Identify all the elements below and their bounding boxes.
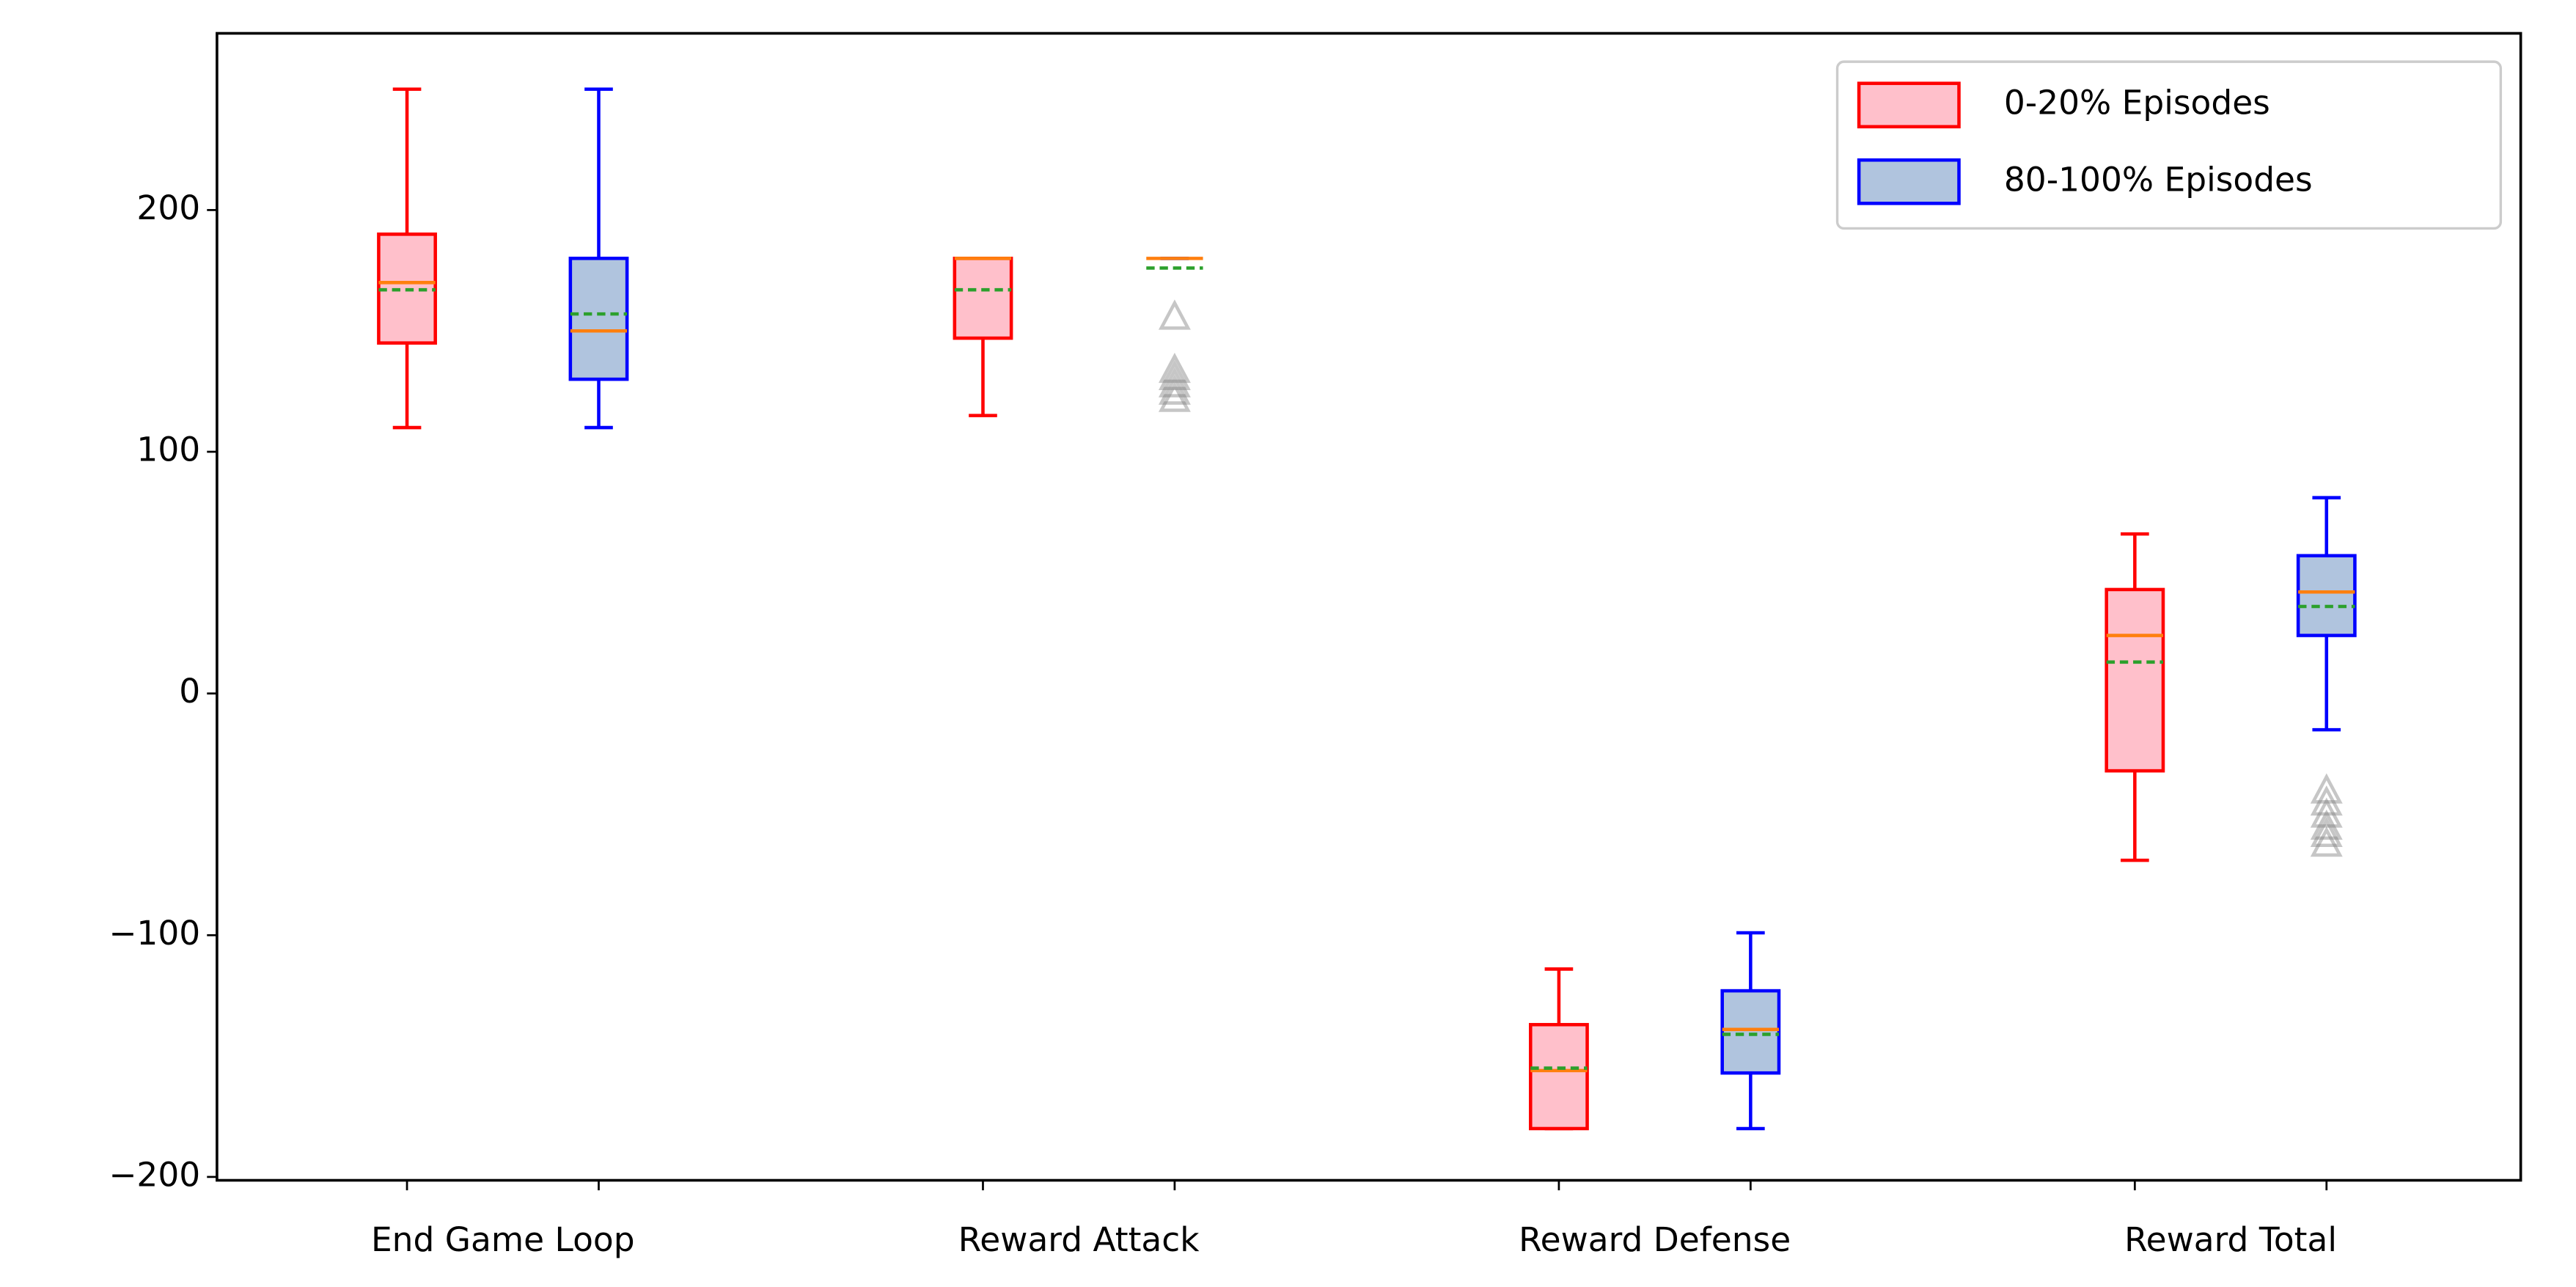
box xyxy=(2105,587,2165,773)
y-tick-label: −100 xyxy=(109,914,200,953)
x-tick-label: End Game Loop xyxy=(371,1220,635,1259)
x-tick-label: Reward Defense xyxy=(1519,1220,1791,1259)
flier xyxy=(1158,352,1191,384)
legend-swatch xyxy=(1857,81,1961,129)
legend-swatch xyxy=(1857,158,1961,205)
y-tick-label: 100 xyxy=(136,430,200,469)
plot-frame xyxy=(216,32,2522,1182)
legend-label: 0-20% Episodes xyxy=(2004,84,2270,122)
x-tick-label: Reward Total xyxy=(2124,1220,2337,1259)
box xyxy=(1720,989,1781,1075)
y-tick-label: 200 xyxy=(136,188,200,227)
flier xyxy=(2310,826,2343,857)
y-tick-label: −200 xyxy=(109,1155,200,1194)
flier xyxy=(2310,809,2343,840)
x-tick-label: Reward Attack xyxy=(958,1220,1200,1259)
box xyxy=(953,257,1013,340)
flier xyxy=(1158,381,1191,412)
legend-box xyxy=(1835,60,2503,230)
box xyxy=(568,257,629,381)
box xyxy=(2296,554,2357,637)
y-tick-label: 0 xyxy=(179,672,200,711)
flier xyxy=(2310,816,2343,848)
flier xyxy=(1158,374,1191,405)
flier xyxy=(1158,367,1191,397)
flier xyxy=(2310,797,2343,828)
flier xyxy=(2310,785,2343,816)
box xyxy=(1528,1022,1589,1131)
flier xyxy=(1158,299,1191,330)
flier xyxy=(1158,359,1191,391)
legend-label: 80-100% Episodes xyxy=(2004,160,2313,199)
flier xyxy=(2310,773,2343,804)
